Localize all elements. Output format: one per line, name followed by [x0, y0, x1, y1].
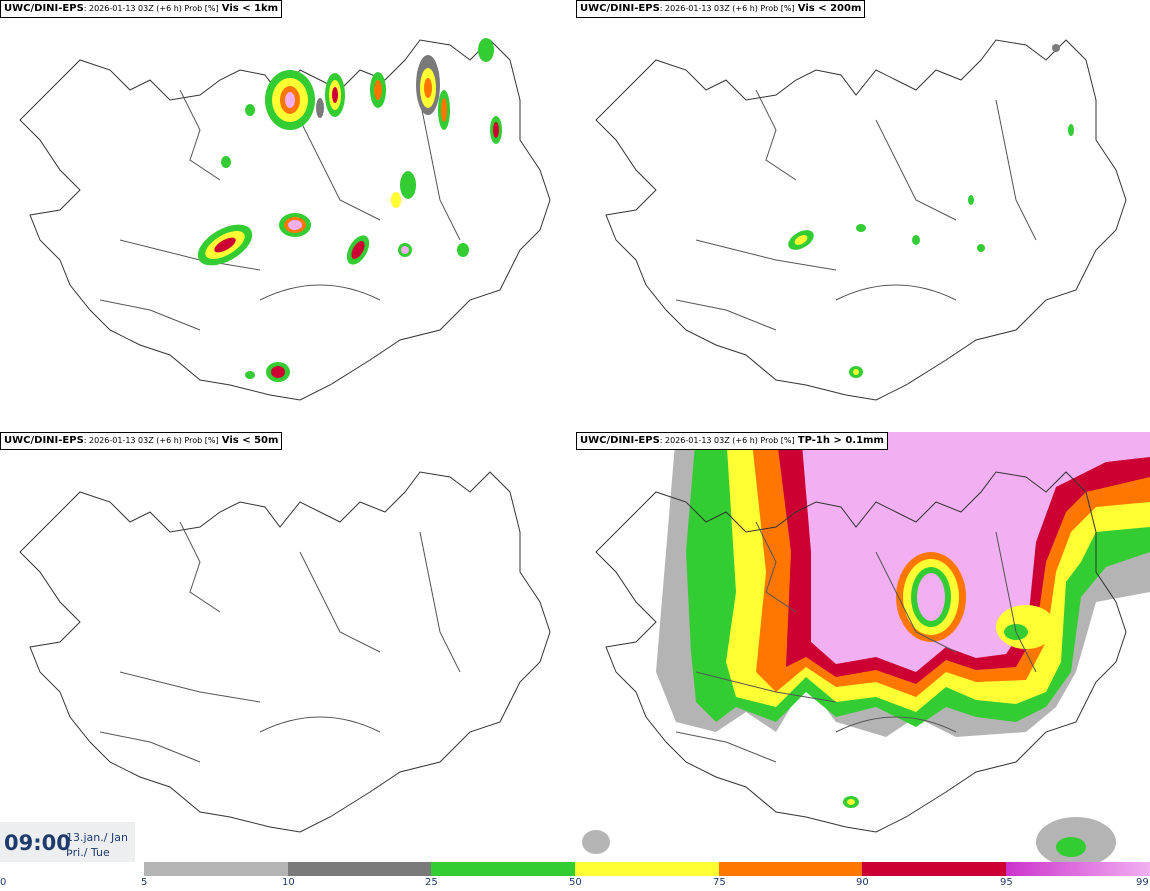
- legend-segment-95-99: [1006, 862, 1150, 876]
- model-name: UWC/DINI-EPS: [4, 435, 84, 446]
- variable-label: TP-1h > 0.1mm: [797, 435, 884, 446]
- legend-tick: 90: [856, 877, 869, 888]
- legend-segment-25-50: [431, 862, 575, 876]
- iceland-map-vis-50m: [19, 471, 551, 833]
- model-name: UWC/DINI-EPS: [4, 3, 84, 14]
- panel-title: UWC/DINI-EPS: 2026-01-13 03Z (+6 h) Prob…: [576, 0, 866, 18]
- variable-label: Vis < 1km: [221, 3, 279, 14]
- run-meta: : 2026-01-13 03Z (+6 h) Prob [%]: [83, 4, 219, 13]
- legend-tick: 0: [0, 877, 7, 888]
- legend-segment-50-75: [575, 862, 719, 876]
- run-meta: : 2026-01-13 03Z (+6 h) Prob [%]: [659, 436, 795, 445]
- run-meta: : 2026-01-13 03Z (+6 h) Prob [%]: [659, 4, 795, 13]
- panel-title: UWC/DINI-EPS: 2026-01-13 03Z (+6 h) Prob…: [576, 432, 888, 450]
- valid-time-clock: 09:00: [4, 831, 71, 855]
- legend-tick: 25: [425, 877, 438, 888]
- map-panel-vis-50m: UWC/DINI-EPS: 2026-01-13 03Z (+6 h) Prob…: [0, 432, 574, 863]
- iceland-map-vis-1km: [19, 38, 551, 401]
- legend-tick: 10: [282, 877, 295, 888]
- model-name: UWC/DINI-EPS: [580, 3, 660, 14]
- legend-segment-90-95: [862, 862, 1006, 876]
- iceland-map-vis-200m: [595, 39, 1127, 401]
- valid-date-line2: Þri./ Tue: [66, 846, 110, 859]
- valid-date-line1: 13.jan./ Jan: [66, 831, 128, 844]
- legend-segment-5-10: [144, 862, 288, 876]
- precip-probability-field: [582, 432, 1150, 863]
- legend-segment-10-25: [288, 862, 431, 876]
- panel-title: UWC/DINI-EPS: 2026-01-13 03Z (+6 h) Prob…: [0, 0, 283, 18]
- model-name: UWC/DINI-EPS: [580, 435, 660, 446]
- variable-label: Vis < 50m: [221, 435, 279, 446]
- legend-tick: 95: [1000, 877, 1013, 888]
- map-panel-vis-1km: UWC/DINI-EPS: 2026-01-13 03Z (+6 h) Prob…: [0, 0, 574, 431]
- legend-tick: 75: [713, 877, 726, 888]
- variable-label: Vis < 200m: [797, 3, 862, 14]
- legend-segment-75-90: [719, 862, 862, 876]
- probability-blobs: [197, 38, 502, 382]
- map-panel-tp1h: UWC/DINI-EPS: 2026-01-13 03Z (+6 h) Prob…: [576, 432, 1150, 863]
- iceland-map-tp1h: [582, 432, 1150, 863]
- probability-blobs: [788, 44, 1074, 378]
- legend-tick: 50: [569, 877, 582, 888]
- panel-title: UWC/DINI-EPS: 2026-01-13 03Z (+6 h) Prob…: [0, 432, 283, 450]
- run-meta: : 2026-01-13 03Z (+6 h) Prob [%]: [83, 436, 219, 445]
- valid-time-box: 09:00 13.jan./ Jan Þri./ Tue: [0, 822, 135, 862]
- map-panel-vis-200m: UWC/DINI-EPS: 2026-01-13 03Z (+6 h) Prob…: [576, 0, 1150, 431]
- legend-tick: 5: [141, 877, 148, 888]
- legend-tick: 99: [1136, 877, 1149, 888]
